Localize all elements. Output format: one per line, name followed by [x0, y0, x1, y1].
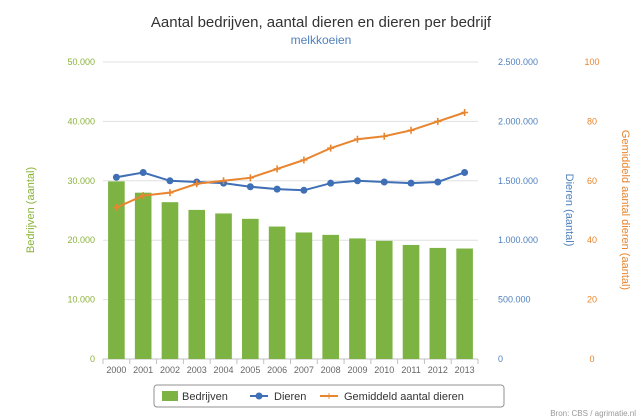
- point-gemiddeld[interactable]: [407, 126, 415, 134]
- point-gemiddeld[interactable]: [300, 156, 308, 164]
- legend: Bedrijven Dieren + Gemiddeld aantal dier…: [153, 384, 505, 408]
- bar-bedrijven[interactable]: [134, 192, 152, 359]
- point-gemiddeld[interactable]: [434, 117, 442, 125]
- bar-bedrijven[interactable]: [322, 234, 339, 359]
- point-dieren[interactable]: [112, 173, 120, 181]
- legend-label-bedrijven: Bedrijven: [182, 391, 228, 403]
- line-dieren: [112, 168, 469, 194]
- point-gemiddeld[interactable]: [353, 135, 361, 143]
- bars-bedrijven: [108, 181, 473, 359]
- x-tick-label: 2006: [267, 365, 287, 375]
- point-dieren[interactable]: [246, 183, 254, 191]
- right-tick-label: 1.000.000: [498, 235, 538, 245]
- right-tick-label: 2.000.000: [498, 116, 538, 126]
- bar-bedrijven[interactable]: [188, 209, 206, 359]
- point-dieren[interactable]: [434, 178, 442, 186]
- left-axis-title: Bedrijven (aantal): [25, 167, 37, 253]
- x-tick-label: 2010: [374, 365, 394, 375]
- point-gemiddeld[interactable]: [327, 144, 335, 152]
- legend-item-dieren[interactable]: Dieren: [250, 391, 306, 403]
- right2-tick-label: 80: [587, 116, 597, 126]
- bar-bedrijven[interactable]: [268, 226, 286, 359]
- point-dieren[interactable]: [380, 178, 388, 186]
- point-dieren[interactable]: [300, 186, 308, 194]
- legend-item-gemiddeld[interactable]: + Gemiddeld aantal dieren: [320, 389, 464, 403]
- point-gemiddeld[interactable]: [380, 132, 388, 140]
- point-gemiddeld[interactable]: [220, 177, 228, 185]
- line-path-dieren: [116, 171, 465, 192]
- point-dieren[interactable]: [273, 185, 281, 193]
- line-gemiddeld: [112, 108, 469, 212]
- right2-axis-ticks: 0 20 40 60 80 100: [584, 57, 599, 364]
- bar-bedrijven[interactable]: [108, 181, 125, 359]
- right-axis-ticks: 0 500.000 1.000.000 1.500.000 2.000.000 2.500…: [498, 57, 538, 364]
- point-gemiddeld[interactable]: [461, 108, 469, 116]
- right-tick-label: 2.500.000: [498, 57, 538, 67]
- point-gemiddeld[interactable]: [166, 189, 174, 197]
- bar-bedrijven[interactable]: [349, 238, 366, 359]
- point-gemiddeld[interactable]: [139, 192, 147, 200]
- point-gemiddeld[interactable]: [193, 180, 201, 188]
- point-dieren[interactable]: [461, 168, 469, 176]
- right2-tick-label: 40: [587, 235, 597, 245]
- left-tick-label: 40.000: [67, 116, 95, 126]
- right-tick-label: 0: [498, 354, 503, 364]
- bar-bedrijven[interactable]: [402, 244, 420, 359]
- credits: Bron: CBS / agrimatie.nl: [550, 409, 636, 418]
- left-axis-ticks: 0 10.000 20.000 30.000 40.000 50.000: [67, 57, 95, 364]
- bar-bedrijven[interactable]: [161, 202, 179, 359]
- left-tick-label: 10.000: [67, 295, 95, 305]
- right2-tick-label: 20: [587, 295, 597, 305]
- bar-bedrijven[interactable]: [242, 218, 259, 359]
- x-axis-ticks: 2000 2001 2002 2003 2004 2005 2006 2007 2008 2009…: [102, 359, 479, 375]
- legend-label-dieren: Dieren: [274, 391, 306, 403]
- right-axis-title: Dieren (aantal): [563, 174, 575, 247]
- x-tick-label: 2013: [455, 365, 475, 375]
- right-tick-label: 1.500.000: [498, 176, 538, 186]
- legend-label-gemiddeld: Gemiddeld aantal dieren: [344, 391, 464, 403]
- chart-subtitle: melkkoeien: [291, 33, 352, 47]
- point-dieren[interactable]: [166, 177, 174, 185]
- legend-item-bedrijven[interactable]: Bedrijven: [162, 391, 228, 403]
- left-tick-label: 20.000: [67, 235, 95, 245]
- right2-axis-title: Gemiddeld aantal dieren (aantal): [619, 130, 631, 290]
- x-tick-label: 2001: [133, 365, 153, 375]
- left-tick-label: 30.000: [67, 176, 95, 186]
- point-gemiddeld[interactable]: [112, 204, 120, 212]
- grid-lines: [103, 61, 478, 360]
- right2-tick-label: 60: [587, 176, 597, 186]
- right2-tick-label: 0: [589, 354, 594, 364]
- x-tick-label: 2004: [214, 365, 234, 375]
- right2-tick-label: 100: [584, 57, 599, 67]
- point-dieren[interactable]: [353, 177, 361, 185]
- left-tick-label: 0: [90, 354, 95, 364]
- right-tick-label: 500.000: [498, 295, 531, 305]
- bar-bedrijven[interactable]: [375, 240, 393, 359]
- x-tick-label: 2008: [321, 365, 341, 375]
- left-tick-label: 50.000: [67, 57, 95, 67]
- line-path-gemiddeld: [115, 111, 465, 209]
- bar-bedrijven[interactable]: [429, 247, 447, 359]
- x-tick-label: 2002: [160, 365, 180, 375]
- x-tick-label: 2012: [428, 365, 448, 375]
- point-gemiddeld[interactable]: [273, 165, 281, 173]
- bar-bedrijven[interactable]: [215, 213, 232, 359]
- bar-bedrijven[interactable]: [456, 248, 473, 359]
- x-tick-label: 2000: [106, 365, 126, 375]
- x-tick-label: 2009: [347, 365, 367, 375]
- x-tick-label: 2007: [294, 365, 314, 375]
- bar-bedrijven[interactable]: [295, 232, 313, 359]
- point-dieren[interactable]: [407, 179, 415, 187]
- point-dieren[interactable]: [327, 179, 335, 187]
- x-tick-label: 2005: [240, 365, 260, 375]
- legend-marker-dieren: [255, 392, 263, 400]
- chart-title: Aantal bedrijven, aantal dieren en diere…: [151, 14, 492, 31]
- point-gemiddeld[interactable]: [246, 174, 254, 182]
- x-tick-label: 2003: [187, 365, 207, 375]
- x-tick-label: 2011: [401, 365, 420, 375]
- legend-marker-gemiddeld: +: [325, 389, 332, 403]
- point-dieren[interactable]: [139, 168, 147, 176]
- legend-swatch-bedrijven: [162, 391, 178, 401]
